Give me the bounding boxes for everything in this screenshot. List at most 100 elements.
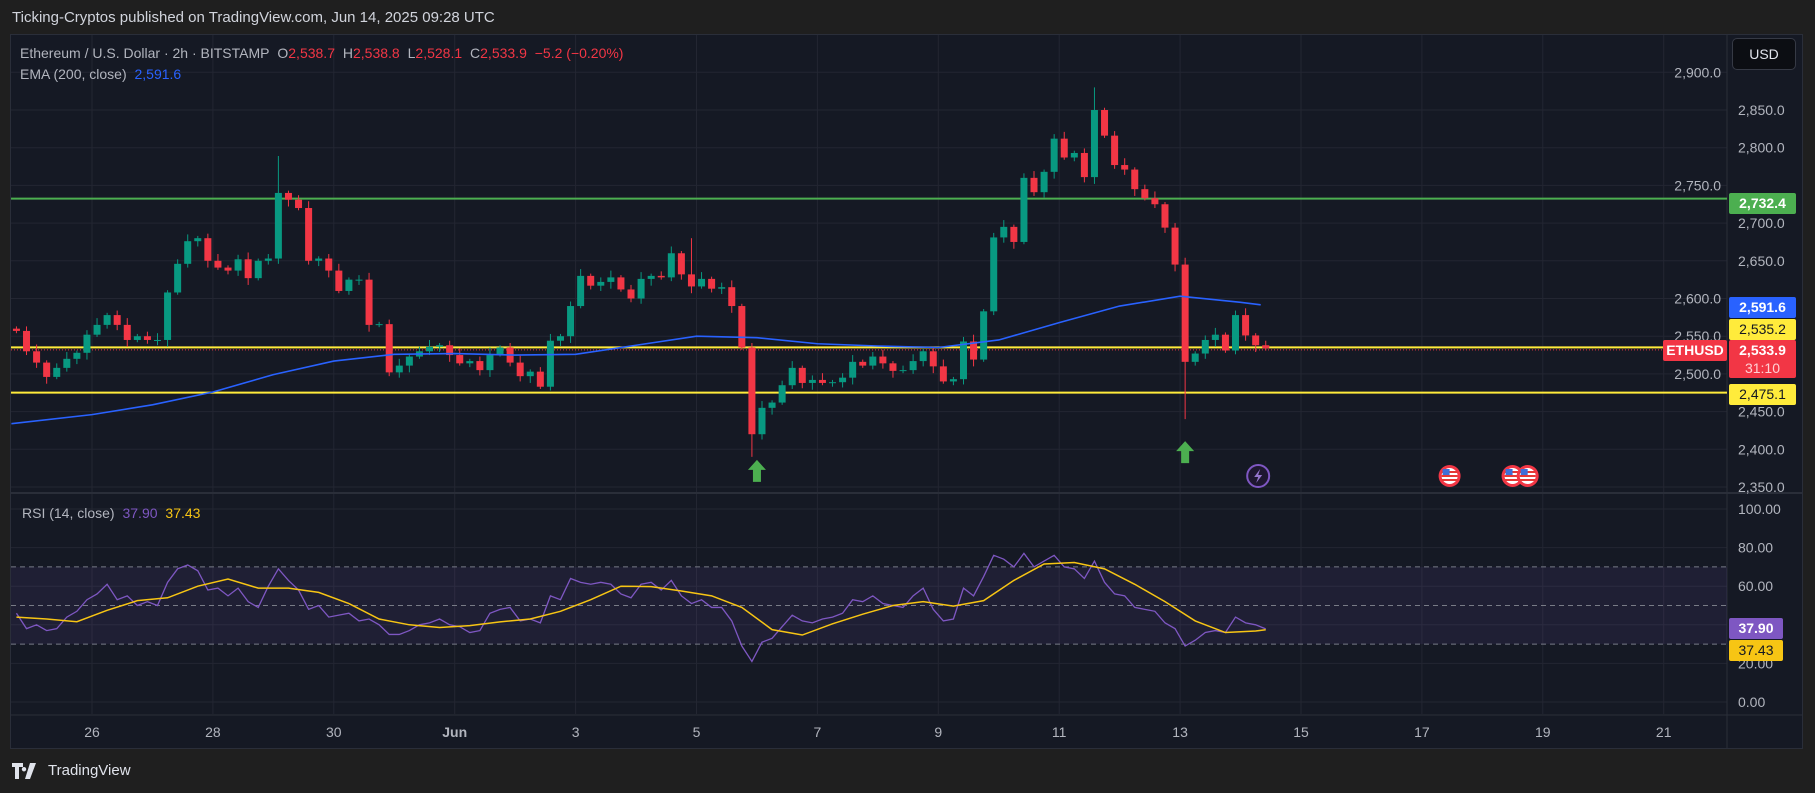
tradingview-logo[interactable]: TradingView (12, 762, 131, 779)
us-flag-event-icon (1516, 465, 1539, 487)
candle (970, 334, 978, 367)
candle (486, 347, 494, 377)
candle (1151, 191, 1159, 209)
candle-body (224, 267, 232, 271)
candle-body (395, 365, 403, 373)
tradingview-logo-icon (12, 762, 36, 779)
candle (587, 273, 595, 290)
candle-body (567, 306, 575, 337)
candle-body (889, 363, 897, 371)
candle-body (103, 315, 111, 325)
time-axis-tick-label: 11 (1052, 724, 1067, 740)
candle-body (768, 402, 776, 408)
candle (103, 312, 111, 329)
candle-body (1060, 138, 1068, 158)
flag-canton (1442, 469, 1450, 475)
last-price-value: 2,533.9 (1739, 342, 1786, 358)
candle (214, 254, 222, 270)
candle (617, 275, 625, 292)
candle (143, 331, 151, 344)
candle-body (284, 192, 292, 200)
symbol-price-tag: ETHUSD (1663, 340, 1727, 361)
candle-body (83, 334, 91, 353)
candle (12, 326, 20, 334)
candle-body (244, 259, 252, 279)
candle (516, 355, 524, 382)
candle-body (123, 324, 131, 340)
candle-body (405, 356, 413, 366)
candle-body (194, 238, 202, 242)
candle (184, 234, 192, 268)
candle (1000, 220, 1008, 243)
candle-body (164, 292, 172, 340)
candle (1171, 223, 1179, 272)
candle (738, 303, 746, 350)
candle (345, 277, 353, 295)
candle-body (375, 324, 383, 326)
rsi-ma-line (16, 561, 1266, 636)
candle-body (536, 371, 544, 387)
candle-body (687, 274, 695, 287)
rsi-ma-value: 37.43 (165, 505, 201, 521)
candle (385, 319, 393, 377)
ema-200-line (11, 295, 1261, 425)
candle-body (637, 278, 645, 299)
candle-body (133, 336, 141, 340)
candle (708, 276, 716, 293)
support-price-label: 2,475.1 (1729, 384, 1796, 405)
candle (1040, 169, 1048, 198)
candle-body (1191, 353, 1199, 362)
candle-body (295, 199, 303, 209)
flag-stripe (1504, 479, 1521, 481)
candle-body (577, 275, 585, 307)
candle-body (496, 347, 504, 355)
candle-body (919, 351, 927, 362)
candle-body (879, 356, 887, 364)
candle-body (345, 279, 353, 291)
candle-body (385, 324, 393, 373)
candle-body (1171, 227, 1179, 265)
candle-body (43, 362, 51, 377)
candle (1201, 335, 1209, 359)
ema-label: EMA (200, close) (20, 66, 127, 82)
price-axis-tick-label: 2,400.0 (1738, 441, 1785, 457)
candle (818, 373, 826, 386)
ema-price-label: 2,591.6 (1729, 297, 1796, 318)
candle (728, 280, 736, 313)
chart-panel[interactable] (10, 34, 1803, 749)
candle-body (607, 277, 615, 282)
candle (1020, 173, 1028, 245)
candle (859, 359, 867, 368)
rsi-value: 37.90 (122, 505, 158, 521)
candle (365, 272, 373, 332)
open-value: 2,538.7 (288, 45, 335, 61)
candle-body (325, 258, 333, 271)
rsi-axis-tick-label: 100.00 (1738, 501, 1781, 517)
candle-body (113, 315, 121, 325)
symbol-legend[interactable]: Ethereum / U.S. Dollar · 2h · BITSTAMP O… (20, 45, 627, 61)
currency-button[interactable]: USD (1732, 38, 1796, 70)
candle-body (556, 336, 564, 341)
price-axis-tick-label: 2,650.0 (1738, 253, 1785, 269)
candle (657, 271, 665, 280)
rsi-legend[interactable]: RSI (14, close) 37.90 37.43 (22, 505, 204, 521)
ema-legend[interactable]: EMA (200, close) 2,591.6 (20, 66, 185, 82)
candle (556, 333, 564, 347)
candle-body (909, 361, 917, 371)
candle (949, 376, 957, 386)
time-axis-tick-label: 3 (572, 724, 580, 740)
candle (466, 358, 474, 368)
candle (426, 339, 434, 356)
candle (456, 348, 464, 366)
candle (113, 310, 121, 331)
candle (899, 365, 907, 374)
candle (164, 290, 172, 347)
rsi-label: RSI (14, close) (22, 505, 115, 521)
candle-body (657, 275, 665, 278)
time-axis-tick-label: 26 (84, 724, 100, 740)
price-axis-tick-label: 2,850.0 (1738, 102, 1785, 118)
flag-stripe (1441, 479, 1458, 481)
candle-body (53, 367, 61, 377)
low-value: 2,528.1 (415, 45, 463, 61)
